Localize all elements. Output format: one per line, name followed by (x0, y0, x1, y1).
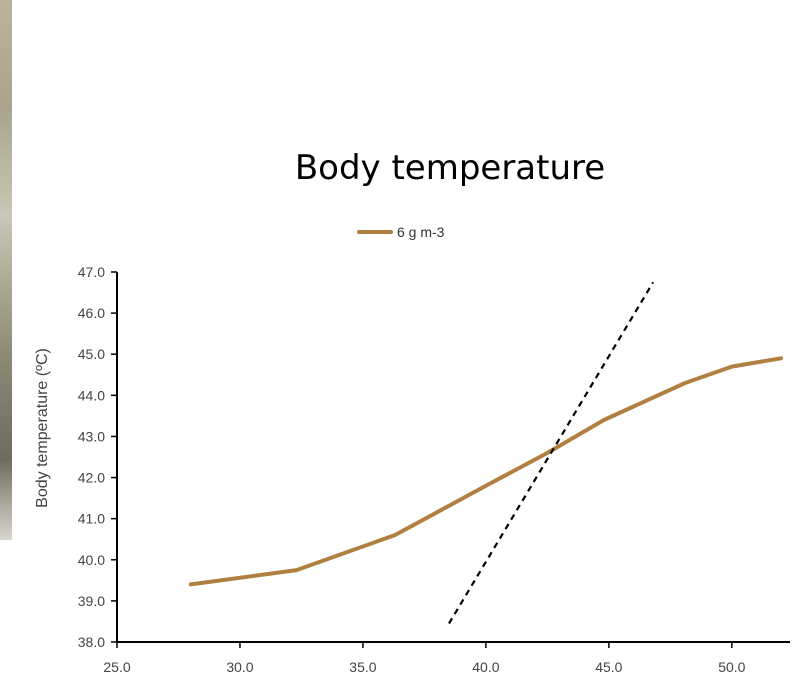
y-tick-label: 38.0 (78, 634, 105, 650)
x-tick-label: 35.0 (349, 659, 376, 675)
x-tick-label: 45.0 (595, 659, 622, 675)
axes: 38.0 39.0 40.0 41.0 42.0 43.0 44.0 45.0 46.0 47.0… (78, 264, 790, 675)
background-photo-strip (0, 0, 12, 540)
y-tick-label: 39.0 (78, 593, 105, 609)
marks (188, 281, 783, 625)
x-tick-label: 40.0 (472, 659, 499, 675)
y-tick-label: 42.0 (78, 470, 105, 486)
y-tick-label: 47.0 (78, 264, 105, 280)
x-tick-label: 50.0 (718, 659, 745, 675)
y-tick-label: 41.0 (78, 511, 105, 527)
legend-label: 6 g m-3 (397, 224, 445, 240)
y-tick-label: 46.0 (78, 305, 105, 321)
legend: 6 g m-3 (357, 224, 444, 240)
y-tick-label: 43.0 (78, 428, 105, 444)
x-tick-label: 30.0 (226, 659, 253, 675)
chart-title: Body temperature (294, 148, 606, 188)
y-tick-label: 45.0 (78, 346, 105, 362)
series-line-0 (188, 356, 783, 587)
legend-swatch (357, 230, 393, 234)
y-tick-label: 44.0 (78, 387, 105, 403)
y-tick-label: 40.0 (78, 552, 105, 568)
x-tick-label: 25.0 (103, 659, 130, 675)
dashed-reference-line (448, 281, 655, 625)
